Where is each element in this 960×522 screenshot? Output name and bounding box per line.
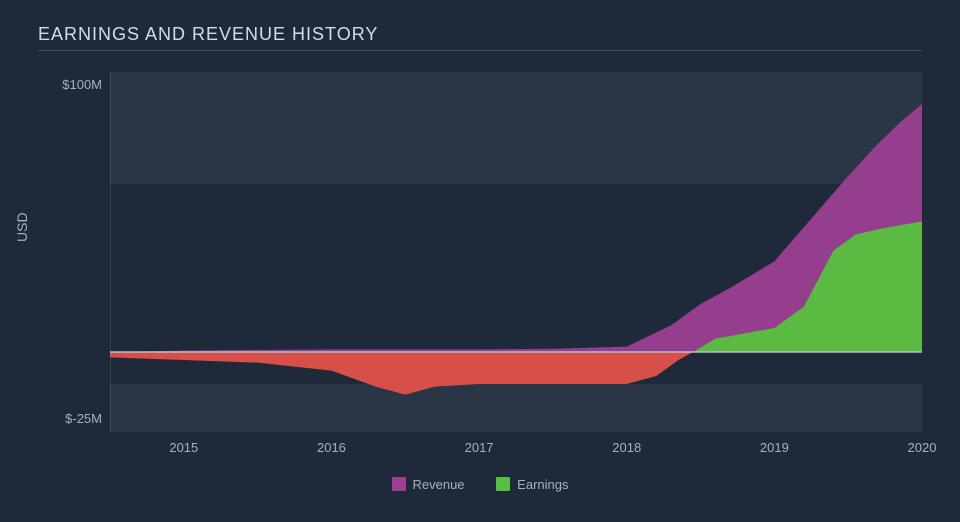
y-tick-label: $-25M — [42, 411, 102, 426]
y-tick-label: $100M — [42, 77, 102, 92]
legend-item-earnings: Earnings — [496, 477, 568, 492]
legend-label-earnings: Earnings — [517, 477, 568, 492]
x-tick-label: 2018 — [597, 440, 657, 455]
x-tick-label: 2017 — [449, 440, 509, 455]
chart-plot-area — [110, 72, 922, 432]
x-tick-label: 2019 — [744, 440, 804, 455]
legend-label-revenue: Revenue — [413, 477, 465, 492]
x-tick-label: 2020 — [892, 440, 952, 455]
chart-legend: Revenue Earnings — [0, 477, 960, 495]
legend-swatch-earnings — [496, 477, 510, 491]
chart-title: EARNINGS AND REVENUE HISTORY — [38, 24, 378, 45]
title-separator — [38, 50, 922, 51]
legend-swatch-revenue — [392, 477, 406, 491]
x-tick-label: 2016 — [301, 440, 361, 455]
y-axis-label: USD — [14, 212, 30, 242]
x-tick-label: 2015 — [154, 440, 214, 455]
legend-item-revenue: Revenue — [392, 477, 465, 492]
